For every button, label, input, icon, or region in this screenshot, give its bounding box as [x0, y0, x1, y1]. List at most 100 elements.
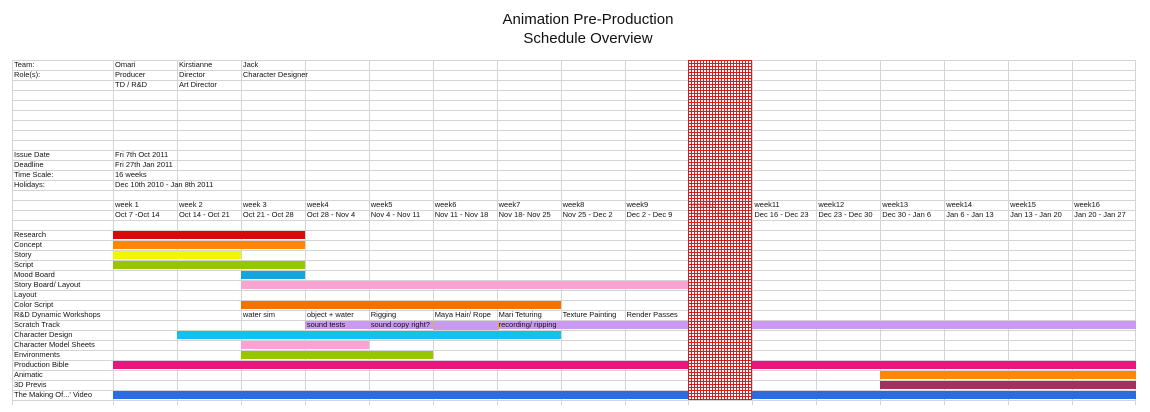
grid-row-line: [12, 180, 1136, 181]
task-bar: [113, 261, 305, 269]
week-label: week14: [946, 200, 973, 209]
task-note: Rigging: [370, 310, 397, 319]
week-dates: Oct 28 - Nov 4: [306, 210, 356, 219]
info-label: Deadline: [14, 160, 44, 169]
grid-row-line: [12, 320, 1136, 321]
team-member-name: Kirstianne: [178, 60, 213, 69]
task-bar: [176, 331, 561, 339]
week-label: week 2: [178, 200, 203, 209]
info-value: Fri 7th Oct 2011: [115, 150, 169, 159]
grid-row-line: [12, 100, 1136, 101]
team-member-name: Jack: [242, 60, 259, 69]
task-label: Animatic: [14, 370, 43, 379]
grid-col-line: [12, 60, 13, 405]
week-label: week 1: [115, 200, 139, 209]
info-label: Issue Date: [14, 150, 50, 159]
grid-col-line: [752, 60, 753, 405]
info-value: 16 weeks: [115, 170, 147, 179]
task-note: Render Passes: [626, 310, 678, 319]
grid-row-line: [12, 380, 1136, 381]
task-label: Production Bible: [14, 360, 69, 369]
task-note: water sim: [242, 310, 275, 319]
week-label: week16: [1074, 200, 1100, 209]
week-dates: Nov 11 - Nov 18: [434, 210, 489, 219]
grid-col-line: [433, 60, 434, 405]
grid-row-line: [12, 300, 1136, 301]
week-dates: Jan 6 - Jan 13: [946, 210, 994, 219]
grid-row-line: [12, 130, 1136, 131]
team-member-role: Producer: [115, 70, 146, 79]
task-bar: [240, 341, 369, 349]
info-value: Fri 27th Jan 2011: [115, 160, 173, 169]
team-label: Team:: [14, 60, 35, 69]
task-bar: [304, 321, 689, 329]
grid-col-line: [625, 60, 626, 405]
team-member-role: Character Designer: [242, 70, 308, 79]
week-dates: Dec 16 - Dec 23: [754, 210, 809, 219]
holiday-week-overlay: [688, 60, 753, 400]
grid-row-line: [12, 400, 1136, 401]
grid-row-line: [12, 210, 1136, 211]
task-label: Concept: [14, 240, 42, 249]
grid-row-line: [12, 140, 1136, 141]
task-label: Environments: [14, 350, 60, 359]
task-bar: [113, 241, 305, 249]
week-label: week5: [370, 200, 393, 209]
grid-col-line: [1135, 60, 1136, 405]
week-dates: Oct 7 -Oct 14: [115, 210, 160, 219]
grid-row-line: [12, 220, 1136, 221]
roles-label: Role(s):: [14, 70, 41, 79]
task-bar: [240, 351, 433, 359]
grid-row-line: [12, 90, 1136, 91]
team-member-role: Director: [178, 70, 206, 79]
task-label: Mood Board: [14, 270, 55, 279]
week-dates: Dec 30 - Jan 6: [882, 210, 932, 219]
week-dates: Jan 13 - Jan 20: [1010, 210, 1062, 219]
grid-col-line: [816, 60, 817, 405]
grid-row-line: [12, 60, 1136, 61]
grid-row-line: [12, 290, 1136, 291]
task-label: Research: [14, 230, 47, 239]
task-bar: [880, 381, 1136, 389]
grid-row-line: [12, 310, 1136, 311]
grid-row-line: [12, 280, 1136, 281]
task-bar: [113, 361, 689, 369]
grid-row-line: [12, 370, 1136, 371]
task-note: Mari Teturing: [498, 310, 542, 319]
week-label: week 3: [242, 200, 267, 209]
week-dates: Dec 2 - Dec 9: [626, 210, 673, 219]
task-bar: [113, 231, 305, 239]
task-note: Maya Hair/ Rope: [434, 310, 491, 319]
week-label: week4: [306, 200, 329, 209]
grid-row-line: [12, 200, 1136, 201]
grid-row-line: [12, 120, 1136, 121]
grid-col-line: [880, 60, 881, 405]
task-bar: [113, 391, 689, 399]
grid-col-line: [497, 60, 498, 405]
task-label: Story Board/ Layout: [14, 280, 81, 289]
week-dates: Nov 4 - Nov 11: [370, 210, 421, 219]
info-label: Time Scale:: [14, 170, 54, 179]
week-dates: Nov 18- Nov 25: [498, 210, 551, 219]
week-label: week6: [434, 200, 457, 209]
grid-row-line: [12, 340, 1136, 341]
highlighted-cell: [432, 321, 499, 330]
task-label: Story: [14, 250, 32, 259]
grid-row-line: [12, 350, 1136, 351]
team-member-name: Omari: [115, 60, 136, 69]
grid-row-line: [12, 80, 1136, 81]
grid-row-line: [12, 150, 1136, 151]
task-label: Character Model Sheets: [14, 340, 95, 349]
grid-row-line: [12, 230, 1136, 231]
week-label: week13: [882, 200, 909, 209]
task-label: R&D Dynamic Workshops: [14, 310, 101, 319]
task-label: The Making Of...' Video: [14, 390, 92, 399]
week-label: week15: [1010, 200, 1036, 209]
task-bar: [240, 271, 305, 279]
week-label: week7: [498, 200, 521, 209]
team-member-role: TD / R&D: [115, 80, 148, 89]
grid-row-line: [12, 70, 1136, 71]
week-label: week11: [754, 200, 780, 209]
task-label: Scratch Track: [14, 320, 60, 329]
task-note: sound tests: [306, 320, 346, 329]
